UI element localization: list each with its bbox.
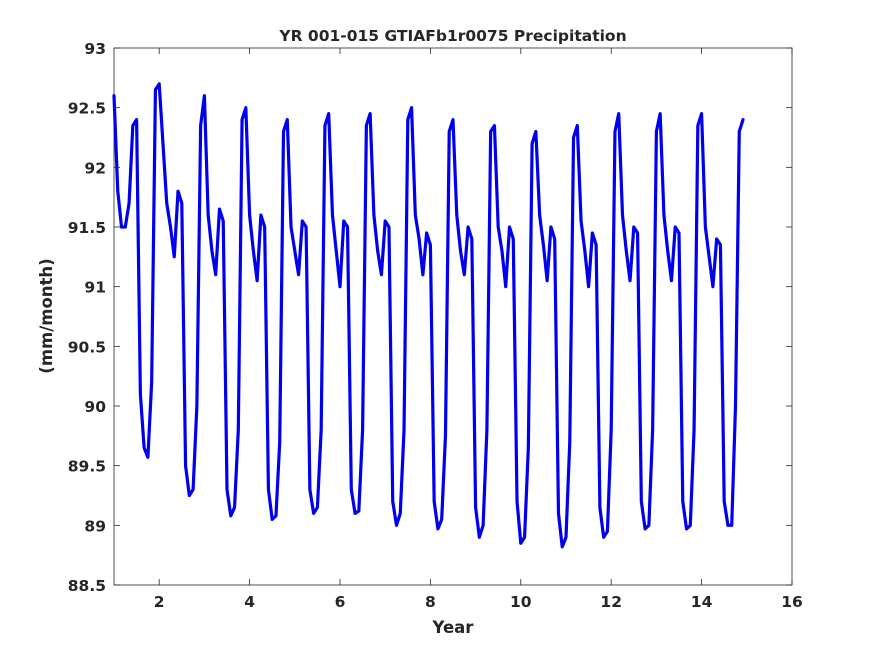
- x-tick-label: 14: [691, 593, 713, 611]
- y-axis-label: (mm/month): [37, 258, 56, 373]
- y-tick-label: 92: [84, 159, 106, 177]
- x-tick-label: 2: [154, 593, 165, 611]
- y-tick-label: 90.5: [68, 338, 106, 356]
- axis-tick-labels: 2 4 6 8 10 12 14 16 88.5 89 89.5 90 90.5 91 91.5 92 92.5…: [68, 40, 803, 611]
- chart-title: YR 001-015 GTIAFb1r0075 Precipitation: [278, 27, 626, 45]
- x-tick-label: 10: [510, 593, 532, 611]
- series-layer: [112, 82, 745, 549]
- x-tick-label: 8: [425, 593, 436, 611]
- y-tick-label: 88.5: [68, 577, 106, 595]
- x-tick-label: 4: [244, 593, 255, 611]
- precipitation-series-line: [112, 82, 745, 549]
- y-tick-label: 91.5: [68, 219, 106, 237]
- y-tick-label: 89.5: [68, 458, 106, 476]
- x-tick-label: 16: [781, 593, 803, 611]
- y-tick-label: 91: [84, 279, 106, 297]
- axis-ticks: [114, 47, 793, 586]
- y-tick-label: 90: [84, 398, 106, 416]
- y-tick-label: 92.5: [68, 100, 106, 118]
- x-tick-label: 12: [600, 593, 622, 611]
- x-tick-label: 6: [335, 593, 346, 611]
- y-tick-label: 93: [84, 40, 106, 58]
- x-axis-label: Year: [432, 618, 475, 637]
- y-tick-label: 89: [84, 517, 106, 535]
